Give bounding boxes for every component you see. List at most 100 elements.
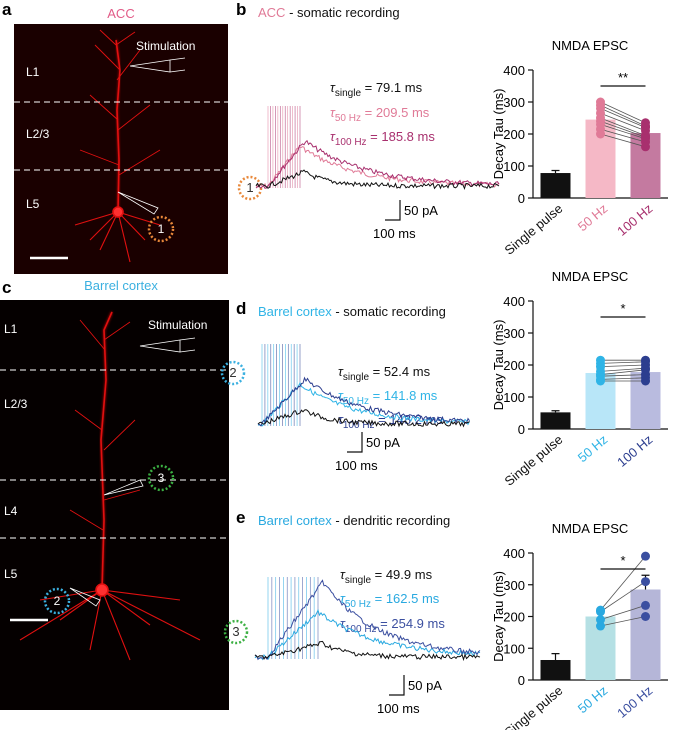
panel-letter: d: [236, 299, 246, 318]
layer-label: L1: [26, 65, 40, 79]
neuron: [74, 29, 161, 263]
tau-symbol: τ: [338, 388, 344, 403]
tau-value: = 148.2 ms: [375, 412, 444, 427]
tau-subscript: 50 Hz: [335, 113, 361, 124]
layer-label: L5: [26, 197, 40, 211]
trace: [257, 409, 470, 428]
neuron: [19, 311, 201, 661]
tau-symbol: τ: [330, 105, 336, 120]
pair-line: [600, 112, 646, 132]
recording: - dendritic recording: [332, 513, 451, 528]
tau-subscript: single: [345, 575, 372, 586]
x-tick-label: Single pulse: [502, 201, 566, 258]
recording: - somatic recording: [285, 5, 399, 20]
tau-value: = 141.8 ms: [369, 388, 438, 403]
tau-value: = 79.1 ms: [361, 80, 423, 95]
pair-line: [600, 374, 646, 377]
pair-line: [600, 117, 646, 136]
micrograph: [0, 300, 229, 710]
x-tick-label: Single pulse: [502, 683, 566, 730]
panel-letter: e: [236, 508, 245, 527]
y-axis-label: Decay Tau (ms): [491, 89, 506, 180]
pair-line: [600, 108, 646, 128]
tau-label: τ100 Hz = 148.2 ms: [338, 412, 443, 431]
tau-subscript: 50 Hz: [343, 396, 369, 407]
tau-subscript: 100 Hz: [343, 420, 375, 431]
tau-symbol: τ: [340, 591, 346, 606]
chart-title: NMDA EPSC: [552, 38, 629, 53]
data-point: [641, 612, 650, 621]
trace: [255, 139, 500, 189]
panel-heading: Barrel cortex - dendritic recording: [258, 513, 450, 528]
data-point: [596, 376, 605, 386]
data-point: [641, 551, 650, 561]
tau-label: τ50 Hz = 209.5 ms: [330, 105, 430, 124]
scale-label: 100 ms: [373, 226, 416, 241]
tau-label: τsingle = 79.1 ms: [330, 80, 423, 99]
pair-line: [600, 364, 646, 367]
tau-subscript: 100 Hz: [345, 624, 377, 635]
layer-label: L1: [4, 322, 18, 336]
y-tick-label: 300: [503, 578, 525, 593]
error-bar: [551, 410, 560, 413]
pair-line: [600, 367, 646, 372]
tau-value: = 49.9 ms: [371, 567, 433, 582]
data-point: [596, 607, 605, 617]
data-point: [641, 600, 650, 610]
panel-heading: ACC - somatic recording: [258, 5, 400, 20]
tau-value: = 254.9 ms: [377, 616, 446, 631]
scale-label: 50 pA: [404, 203, 438, 218]
trace: [255, 169, 500, 190]
x-tick-label: 100 Hz: [614, 432, 655, 470]
scale-bar: [385, 200, 401, 221]
significance-label: *: [620, 301, 625, 316]
tau-value: = 185.8 ms: [367, 129, 436, 144]
tau-symbol: τ: [330, 80, 336, 95]
x-tick-label: 100 Hz: [614, 683, 655, 721]
site-marker: [147, 464, 175, 492]
pair-line: [600, 361, 646, 364]
pair-line: [600, 581, 646, 613]
panel-letter: c: [2, 278, 11, 297]
y-tick-label: 300: [503, 326, 525, 341]
bar: [540, 173, 571, 198]
site-label: 1: [246, 180, 253, 195]
bar: [540, 412, 571, 429]
tau-label: τ50 Hz = 141.8 ms: [338, 388, 438, 407]
x-tick-label: 100 Hz: [614, 201, 655, 239]
pair-line: [600, 377, 646, 380]
error-bar: [551, 653, 560, 660]
site-marker: [220, 360, 246, 386]
y-axis-label: Decay Tau (ms): [491, 320, 506, 411]
panel-heading: Barrel cortex - somatic recording: [258, 304, 446, 319]
image-title: Barrel cortex: [84, 278, 158, 293]
pair-line: [600, 605, 646, 621]
x-tick-label: Single pulse: [502, 432, 566, 489]
scale-label: 100 ms: [335, 458, 378, 473]
region: Barrel cortex: [258, 513, 332, 528]
tau-value: = 52.4 ms: [369, 364, 431, 379]
pair-line: [600, 369, 646, 375]
chart-title: NMDA EPSC: [552, 521, 629, 536]
x-tick-label: 50 Hz: [575, 201, 611, 234]
scale-label: 100 ms: [377, 701, 420, 716]
tau-label: τsingle = 52.4 ms: [338, 364, 431, 383]
site-label: 2: [54, 594, 61, 608]
tau-subscript: 50 Hz: [345, 599, 371, 610]
trace: [254, 608, 481, 661]
data-point: [641, 142, 650, 152]
y-tick-label: 400: [503, 294, 525, 309]
tau-label: τ100 Hz = 254.9 ms: [340, 616, 445, 635]
tau-subscript: single: [335, 88, 362, 99]
recording: - somatic recording: [332, 304, 446, 319]
trace: [254, 579, 481, 661]
y-tick-label: 200: [503, 127, 525, 142]
tau-label: τsingle = 49.9 ms: [340, 567, 433, 586]
chart-title: NMDA EPSC: [552, 269, 629, 284]
micrograph: [14, 24, 228, 274]
data-point: [596, 615, 605, 625]
site-label: 2: [229, 365, 236, 380]
tau-symbol: τ: [330, 129, 336, 144]
data-point: [596, 621, 605, 631]
region: Barrel cortex: [258, 304, 332, 319]
